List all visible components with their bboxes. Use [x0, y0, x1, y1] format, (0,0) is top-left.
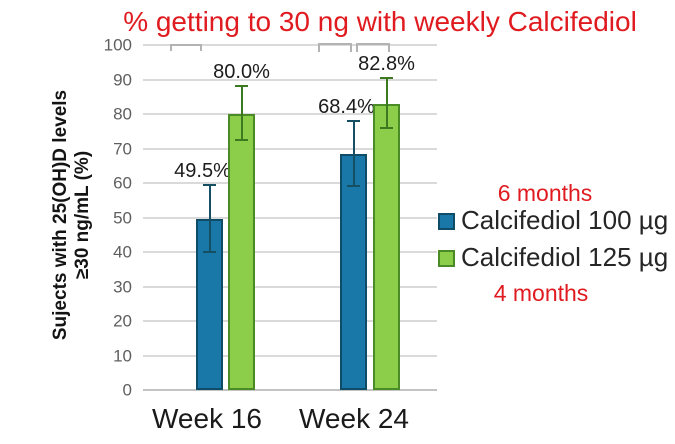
bar-value-label: 82.8%: [358, 52, 415, 75]
error-bar-line: [240, 86, 243, 140]
error-bar-cap-bottom: [347, 185, 360, 188]
gridline-90: [143, 78, 437, 81]
chart-title: % getting to 30 ng with weekly Calcifedi…: [123, 6, 637, 37]
gridline-40: [143, 251, 437, 253]
gridline-0: [143, 389, 437, 391]
bar-value-label: 80.0%: [213, 61, 270, 84]
legend-swatch-calcifediol-125-icon: [438, 250, 455, 267]
gridline-70: [143, 147, 437, 150]
x-category-label-week24: Week 24: [299, 403, 409, 434]
error-bar-line: [352, 120, 355, 187]
gridline-80: [143, 113, 437, 115]
x-category-label-week16: Week 16: [152, 403, 262, 434]
error-bar-cap-bottom: [203, 251, 216, 253]
y-tick-label-60: 60: [113, 173, 132, 193]
significance-bracket-2: [356, 43, 390, 52]
annotation-4-months: 4 months: [493, 280, 589, 306]
significance-bracket-1: [318, 43, 352, 52]
legend-swatch-calcifediol-100-icon: [438, 213, 455, 230]
error-bar-cap-bottom: [235, 138, 248, 141]
y-tick-label-70: 70: [113, 139, 132, 158]
y-tick-label-10: 10: [113, 346, 132, 365]
legend-label-calcifediol-125: Calcifediol 125 µg: [461, 242, 669, 272]
y-tick-label-50: 50: [113, 208, 132, 227]
error-bar-cap-top: [347, 119, 360, 122]
gridline-20: [143, 320, 437, 322]
y-tick-label-40: 40: [113, 242, 132, 262]
gridline-100: [143, 44, 437, 46]
error-bar-cap-bottom: [380, 126, 393, 129]
bar-week-24-100ug: [340, 154, 367, 390]
bar-value-label: 68.4%: [318, 95, 375, 118]
y-tick-label-30: 30: [113, 277, 132, 296]
bar-value-label: 49.5%: [174, 159, 231, 182]
gridline-50: [143, 216, 437, 219]
error-bar-cap-top: [235, 85, 248, 88]
gridline-10: [143, 354, 437, 357]
significance-bracket-0: [170, 44, 202, 51]
gridline-60: [143, 182, 437, 184]
bar-week-16-100ug: [196, 219, 223, 390]
y-tick-label-0: 0: [122, 380, 132, 400]
error-bar-line: [385, 77, 388, 128]
bar-week-16-125ug: [228, 114, 255, 390]
y-tick-label-20: 20: [113, 311, 132, 331]
annotation-6-months: 6 months: [497, 180, 593, 206]
y-tick-label-80: 80: [113, 104, 132, 124]
gridline-30: [143, 285, 437, 288]
legend-label-calcifediol-100: Calcifediol 100 µg: [461, 205, 669, 235]
y-tick-label-90: 90: [113, 70, 132, 89]
error-bar-line: [208, 184, 211, 252]
error-bar-cap-top: [203, 183, 216, 186]
error-bar-cap-top: [380, 76, 393, 79]
y-tick-label-100: 100: [103, 35, 132, 55]
bar-week-24-125ug: [373, 104, 400, 390]
